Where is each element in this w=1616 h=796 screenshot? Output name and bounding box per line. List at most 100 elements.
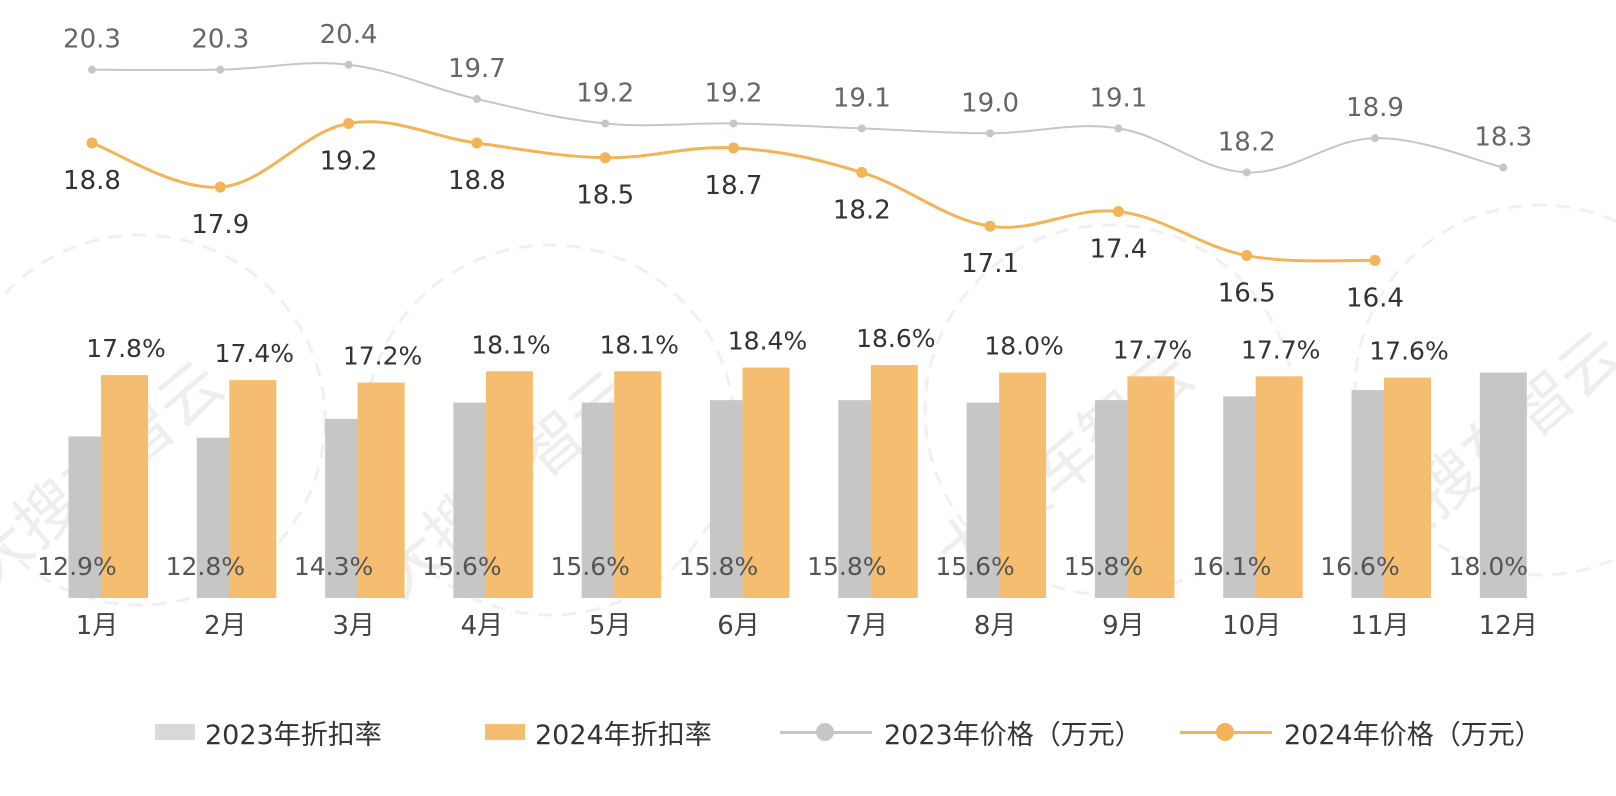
point-label-2023-price: 18.9 <box>1346 93 1404 123</box>
legend-item-2024-discount[interactable]: 2024年折扣率 <box>485 712 712 752</box>
legend-item-2024-price[interactable]: 2024年价格（万元） <box>1180 712 1542 752</box>
point-2023-price <box>986 129 995 138</box>
point-2024-price <box>1241 250 1253 262</box>
point-label-2023-price: 19.7 <box>448 54 506 84</box>
point-2024-price <box>984 220 996 232</box>
point-label-2024-price: 18.8 <box>63 166 121 196</box>
point-2023-price <box>857 124 866 133</box>
line-2023-price <box>91 62 1504 174</box>
point-2024-price <box>856 166 868 178</box>
x-tick-label: 3月 <box>332 611 375 641</box>
bar-2023-discount <box>1479 372 1527 598</box>
x-tick-label: 10月 <box>1222 611 1281 641</box>
bar-label-2024-discount: 17.4% <box>215 339 294 368</box>
point-label-2023-price: 18.3 <box>1474 123 1532 153</box>
point-2024-price <box>343 117 355 129</box>
point-label-2023-price: 20.4 <box>320 20 378 50</box>
bar-label-2024-discount: 17.6% <box>1369 337 1448 366</box>
bar-label-2023-discount: 14.3% <box>294 552 373 581</box>
bar-label-2023-discount: 18.0% <box>1449 552 1528 581</box>
x-tick-label: 6月 <box>717 611 760 641</box>
bar-2024-discount <box>1384 377 1431 598</box>
point-label-2024-price: 18.8 <box>448 166 506 196</box>
point-2024-price <box>728 142 739 154</box>
legend-swatch-2024-price <box>1180 722 1272 742</box>
legend-item-2023-discount[interactable]: 2023年折扣率 <box>155 712 382 752</box>
legend-item-2023-price[interactable]: 2023年价格（万元） <box>780 712 1142 752</box>
bar-label-2024-discount: 18.4% <box>728 327 807 356</box>
point-label-2024-price: 17.4 <box>1089 235 1147 265</box>
point-2023-price <box>216 65 225 74</box>
chart-legend: 2023年折扣率 2024年折扣率 2023年价格（万元） 2024年价格（万元… <box>0 712 1616 772</box>
legend-swatch-2023-discount <box>155 724 195 740</box>
legend-label-2024-price: 2024年价格（万元） <box>1284 719 1542 751</box>
x-tick-label: 8月 <box>974 611 1017 641</box>
bar-2024-discount <box>999 372 1047 598</box>
x-tick-label: 2月 <box>204 611 247 641</box>
point-label-2023-price: 19.2 <box>705 78 763 108</box>
point-label-2024-price: 17.1 <box>961 249 1019 279</box>
point-label-2023-price: 18.2 <box>1218 127 1276 157</box>
bar-label-2024-discount: 17.7% <box>1241 335 1320 364</box>
bar-2024-discount <box>485 371 533 598</box>
point-label-2023-price: 19.1 <box>833 83 891 113</box>
point-2024-price <box>86 137 98 149</box>
point-label-2024-price: 18.7 <box>705 171 763 201</box>
bar-label-2023-discount: 12.8% <box>166 552 245 581</box>
point-2024-price <box>1369 254 1381 266</box>
x-tick-label: 1月 <box>76 611 119 641</box>
point-label-2024-price: 18.5 <box>576 181 634 211</box>
point-2024-price <box>471 137 483 149</box>
bar-label-2023-discount: 15.8% <box>679 552 758 581</box>
point-2023-price <box>1114 124 1123 133</box>
bar-label-2024-discount: 18.1% <box>471 330 550 359</box>
bar-label-2024-discount: 18.1% <box>599 330 678 359</box>
bar-label-2023-discount: 15.6% <box>550 552 629 581</box>
bar-2024-discount <box>614 371 662 598</box>
point-label-2023-price: 20.3 <box>191 25 249 55</box>
point-2023-price <box>1371 134 1379 143</box>
point-label-2023-price: 19.0 <box>961 88 1019 118</box>
bar-2024-discount <box>1127 376 1175 598</box>
bar-2024-discount <box>870 365 918 598</box>
x-tick-label: 5月 <box>589 611 632 641</box>
bar-2024-discount <box>1255 376 1303 598</box>
bar-2024-discount <box>101 375 148 598</box>
bar-2024-discount <box>742 367 790 598</box>
point-label-2024-price: 19.2 <box>320 146 378 176</box>
watermark-ring <box>1353 203 1616 577</box>
bar-label-2023-discount: 15.8% <box>807 552 886 581</box>
bar-label-2023-discount: 16.6% <box>1320 552 1399 581</box>
point-2023-price <box>472 95 481 104</box>
point-2023-price <box>1499 163 1508 172</box>
point-2023-price <box>601 119 610 128</box>
x-tick-label: 12月 <box>1479 611 1538 641</box>
x-tick-label: 9月 <box>1102 611 1145 641</box>
x-tick-label: 4月 <box>461 611 504 641</box>
point-2024-price <box>214 181 226 193</box>
point-label-2023-price: 20.3 <box>63 25 121 55</box>
watermark-ring <box>0 233 327 607</box>
x-tick-label: 7月 <box>846 611 889 641</box>
point-label-2024-price: 18.2 <box>833 195 891 225</box>
point-2023-price <box>1242 168 1251 177</box>
bar-2024-discount <box>229 380 277 598</box>
bar-label-2024-discount: 18.0% <box>984 332 1063 361</box>
point-2024-price <box>1112 206 1124 218</box>
bar-label-2024-discount: 17.7% <box>1113 335 1192 364</box>
point-2023-price <box>344 60 353 69</box>
legend-label-2023-price: 2023年价格（万元） <box>884 719 1142 751</box>
bar-2024-discount <box>357 382 405 598</box>
bar-label-2023-discount: 15.6% <box>935 552 1014 581</box>
point-2023-price <box>729 119 738 128</box>
point-label-2024-price: 16.5 <box>1218 279 1276 309</box>
point-2023-price <box>88 65 96 74</box>
point-2024-price <box>599 152 611 164</box>
bar-label-2024-discount: 17.8% <box>86 334 165 363</box>
bar-label-2024-discount: 17.2% <box>343 342 422 371</box>
bar-label-2023-discount: 15.6% <box>422 552 501 581</box>
legend-label-2023-discount: 2023年折扣率 <box>205 719 382 751</box>
x-tick-label: 11月 <box>1350 611 1409 641</box>
bar-label-2024-discount: 18.6% <box>856 324 935 353</box>
point-label-2024-price: 17.9 <box>191 210 249 240</box>
